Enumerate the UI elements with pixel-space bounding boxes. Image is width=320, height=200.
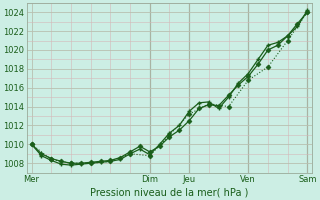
X-axis label: Pression niveau de la mer( hPa ): Pression niveau de la mer( hPa ): [90, 187, 249, 197]
